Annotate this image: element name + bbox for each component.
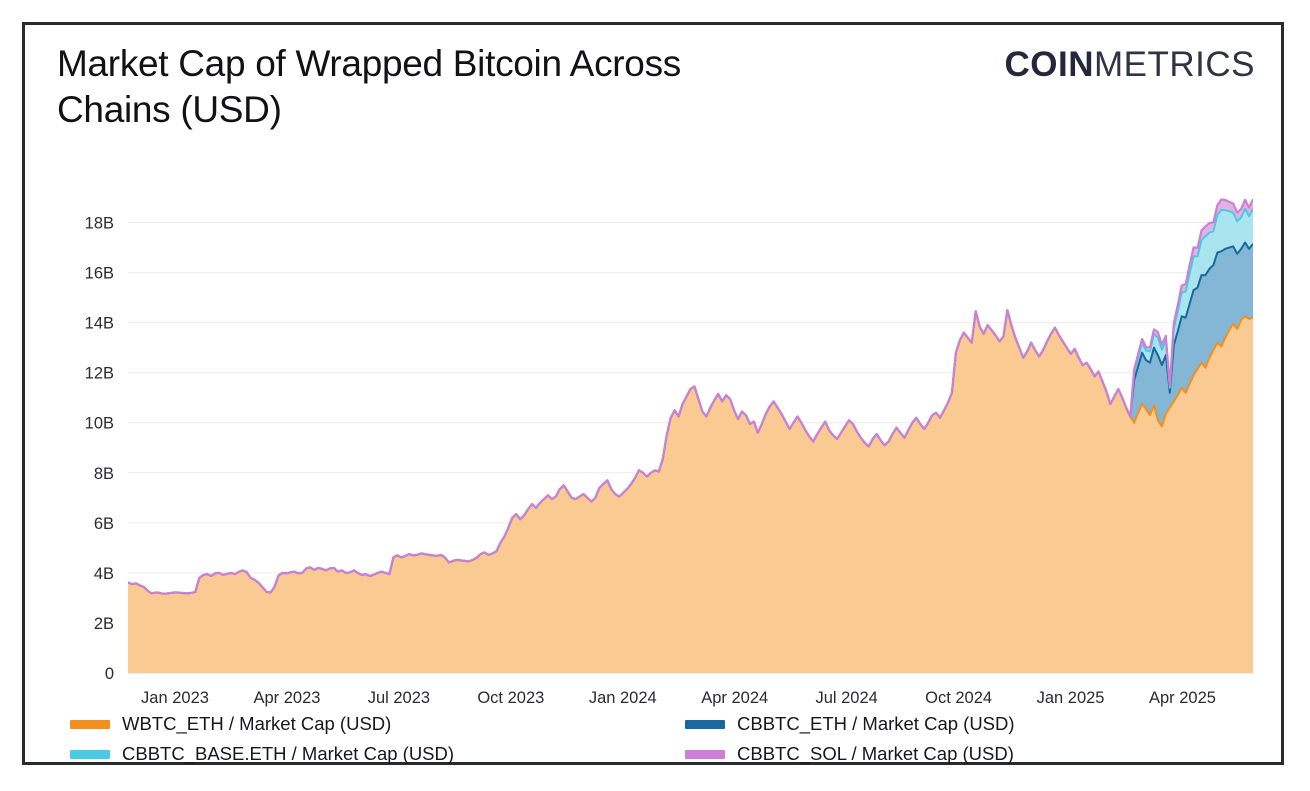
legend-label: WBTC_ETH / Market Cap (USD) — [122, 713, 391, 735]
x-axis-tick-label: Jul 2023 — [368, 689, 430, 707]
logo-coin-text: COIN — [1004, 45, 1094, 84]
legend-label: CBBTC_SOL / Market Cap (USD) — [737, 743, 1014, 765]
chart-area: 0 2B 4B 6B 8B 10B 12B 14B 16B 18B Jan 2023 Apr 202… — [25, 155, 1281, 765]
x-axis-tick-label: Jul 2024 — [815, 689, 877, 707]
y-axis-tick-label: 0 — [105, 665, 114, 683]
x-axis-ticks: Jan 2023 Apr 2023 Jul 2023 Oct 2023 Jan 2024… — [141, 689, 1216, 707]
y-axis-tick-label: 6B — [94, 515, 114, 533]
x-axis-tick-label: Apr 2025 — [1149, 689, 1216, 707]
y-axis-ticks: 0 2B 4B 6B 8B 10B 12B 14B 16B 18B — [85, 215, 114, 683]
x-axis-tick-label: Oct 2024 — [925, 689, 992, 707]
y-axis-tick-label: 14B — [85, 315, 114, 333]
legend-label: CBBTC_ETH / Market Cap (USD) — [737, 713, 1015, 735]
page-title: Market Cap of Wrapped Bitcoin Across Cha… — [57, 43, 681, 130]
y-axis-tick-label: 16B — [85, 265, 114, 283]
y-axis-tick-label: 2B — [94, 615, 114, 633]
x-axis-tick-label: Oct 2023 — [477, 689, 544, 707]
x-axis-tick-label: Jan 2025 — [1037, 689, 1105, 707]
stacked-area-chart: 0 2B 4B 6B 8B 10B 12B 14B 16B 18B Jan 2023 Apr 202… — [70, 198, 1253, 765]
series-line — [128, 198, 1253, 596]
y-axis-tick-label: 4B — [94, 565, 114, 583]
x-axis-tick-label: Apr 2024 — [701, 689, 768, 707]
y-axis-tick-label: 8B — [94, 465, 114, 483]
legend-swatch — [685, 720, 725, 729]
legend-swatch — [685, 750, 725, 759]
y-axis-tick-label: 10B — [85, 415, 114, 433]
chart-legend: WBTC_ETH / Market Cap (USD) CBBTC_ETH / M… — [70, 713, 1015, 765]
chart-card: Market Cap of Wrapped Bitcoin Across Cha… — [22, 22, 1284, 765]
logo-metrics-text: METRICS — [1094, 45, 1255, 84]
series-lines — [128, 198, 1253, 596]
coinmetrics-logo: COINMETRICS — [1005, 45, 1256, 85]
legend-label: CBBTC_BASE.ETH / Market Cap (USD) — [122, 743, 454, 765]
series-area — [128, 310, 1253, 673]
x-axis-tick-label: Apr 2023 — [253, 689, 320, 707]
x-axis-tick-label: Jan 2023 — [141, 689, 209, 707]
series-areas — [128, 199, 1253, 673]
y-axis-tick-label: 18B — [85, 215, 114, 233]
x-axis-tick-label: Jan 2024 — [589, 689, 657, 707]
legend-swatch — [70, 750, 110, 759]
y-axis-tick-label: 12B — [85, 365, 114, 383]
legend-swatch — [70, 720, 110, 729]
